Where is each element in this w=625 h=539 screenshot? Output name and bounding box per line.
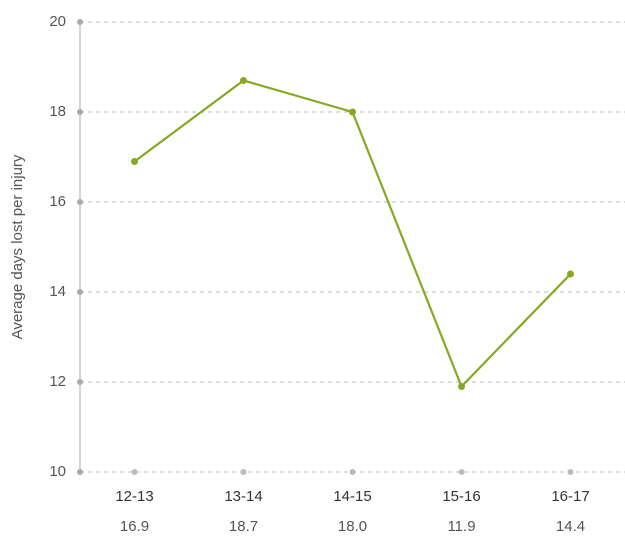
data-line xyxy=(133,79,572,389)
data-point xyxy=(567,270,574,278)
y-tick-label: 14 xyxy=(49,283,66,300)
x-tick-dot xyxy=(131,469,138,475)
x-tick-dot xyxy=(240,469,247,475)
x-tick-label: 14-15 xyxy=(333,488,371,505)
value-label: 16.9 xyxy=(120,518,149,535)
value-label: 18.0 xyxy=(338,518,367,535)
value-label: 14.4 xyxy=(556,518,585,535)
x-tick-label: 16-17 xyxy=(551,488,589,505)
value-label: 18.7 xyxy=(229,518,258,535)
y-tick-label: 20 xyxy=(49,13,66,30)
x-tick-label: 12-13 xyxy=(115,488,153,505)
y-tick-label: 16 xyxy=(49,193,66,210)
x-tick-label: 15-16 xyxy=(442,488,480,505)
x-tick-dot xyxy=(458,469,465,475)
y-tick-label: 12 xyxy=(49,373,66,390)
y-tick-label: 18 xyxy=(49,103,66,120)
y-tick-label: 10 xyxy=(49,463,66,480)
data-point xyxy=(240,77,247,84)
x-tick-label: 13-14 xyxy=(224,488,262,505)
data-point xyxy=(349,108,356,116)
data-point xyxy=(131,158,138,165)
y-axis-label: Average days lost per injury xyxy=(9,154,26,339)
x-tick-dot xyxy=(349,469,356,475)
x-tick-dot xyxy=(567,469,574,475)
data-point xyxy=(458,383,465,390)
value-label: 11.9 xyxy=(447,518,475,535)
